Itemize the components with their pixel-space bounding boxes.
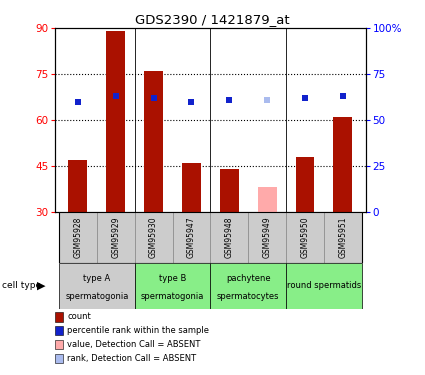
- Text: spermatogonia: spermatogonia: [65, 292, 128, 301]
- Bar: [220, 169, 239, 212]
- Text: GSM95929: GSM95929: [111, 216, 120, 258]
- Bar: [144, 71, 163, 212]
- Text: spermatogonia: spermatogonia: [141, 292, 204, 301]
- Text: GDS2390 / 1421879_at: GDS2390 / 1421879_at: [135, 13, 290, 26]
- Bar: [295, 157, 314, 212]
- Text: value, Detection Call = ABSENT: value, Detection Call = ABSENT: [67, 340, 201, 349]
- Text: GSM95949: GSM95949: [263, 216, 272, 258]
- Bar: [286, 212, 324, 262]
- Bar: [182, 163, 201, 212]
- Text: pachytene: pachytene: [226, 274, 271, 284]
- Bar: [333, 117, 352, 212]
- Text: rank, Detection Call = ABSENT: rank, Detection Call = ABSENT: [67, 354, 196, 363]
- Text: GSM95950: GSM95950: [300, 216, 309, 258]
- Bar: [258, 188, 277, 212]
- Text: count: count: [67, 312, 91, 321]
- Text: type B: type B: [159, 274, 186, 284]
- Text: type A: type A: [83, 274, 110, 284]
- Text: percentile rank within the sample: percentile rank within the sample: [67, 326, 209, 335]
- Text: ▶: ▶: [37, 281, 46, 291]
- Bar: [173, 212, 210, 262]
- Bar: [59, 262, 135, 309]
- Text: GSM95928: GSM95928: [74, 216, 82, 258]
- Bar: [135, 262, 210, 309]
- Bar: [210, 212, 248, 262]
- Text: spermatocytes: spermatocytes: [217, 292, 280, 301]
- Bar: [97, 212, 135, 262]
- Text: GSM95947: GSM95947: [187, 216, 196, 258]
- Text: cell type: cell type: [2, 281, 41, 290]
- Text: GSM95951: GSM95951: [338, 216, 347, 258]
- Bar: [248, 212, 286, 262]
- Bar: [135, 212, 173, 262]
- Bar: [210, 262, 286, 309]
- Bar: [68, 160, 88, 212]
- Bar: [106, 31, 125, 212]
- Bar: [286, 262, 362, 309]
- Bar: [59, 212, 97, 262]
- Text: round spermatids: round spermatids: [287, 281, 361, 290]
- Text: GSM95948: GSM95948: [225, 216, 234, 258]
- Text: GSM95930: GSM95930: [149, 216, 158, 258]
- Bar: [324, 212, 362, 262]
